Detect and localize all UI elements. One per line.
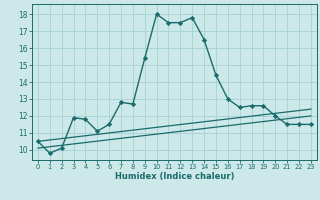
X-axis label: Humidex (Indice chaleur): Humidex (Indice chaleur) — [115, 172, 234, 181]
